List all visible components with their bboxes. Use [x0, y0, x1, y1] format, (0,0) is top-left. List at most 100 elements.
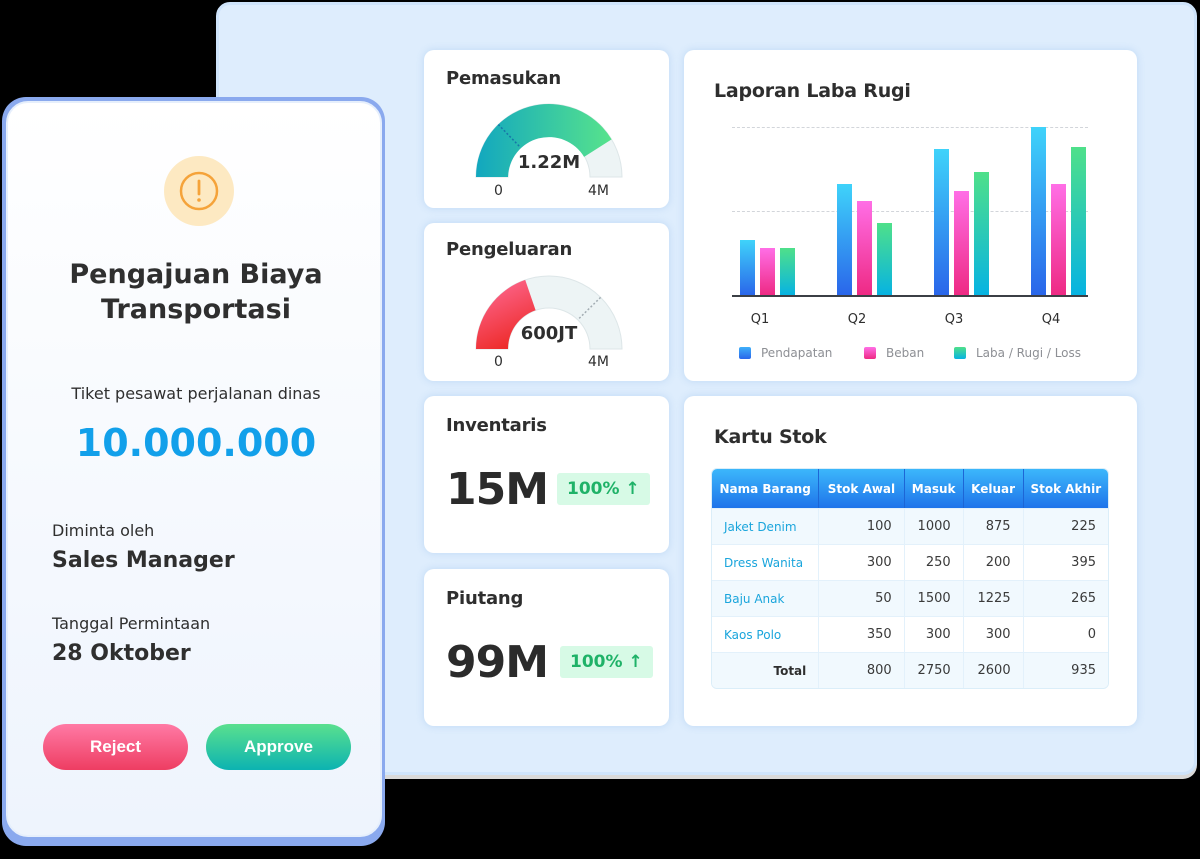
cell-masuk: 1000: [904, 508, 964, 544]
bar-laba-rugi-loss-q2[interactable]: [877, 222, 892, 295]
table-row: Jaket Denim 100 1000 875 225: [712, 508, 1108, 544]
table-row: Dress Wanita 300 250 200 395: [712, 544, 1108, 580]
cell-nama[interactable]: Kaos Polo: [712, 616, 820, 652]
cell-keluar: 300: [963, 616, 1024, 652]
inventaris-title: Inventaris: [446, 415, 547, 436]
alert-circle-icon: [179, 171, 219, 211]
col-stok-awal[interactable]: Stok Awal: [819, 469, 905, 508]
cell-stok-akhir: 395: [1023, 544, 1108, 580]
stok-table: Nama Barang Stok Awal Masuk Keluar Stok …: [712, 469, 1108, 688]
pengeluaran-title: Pengeluaran: [446, 239, 573, 260]
request-title-line2: Transportasi: [101, 294, 291, 325]
gridline-50: [732, 211, 1088, 212]
legend-swatch-laba: [954, 347, 966, 359]
bar-pendapatan-q2[interactable]: [837, 184, 852, 295]
cell-stok-akhir: 0: [1023, 616, 1108, 652]
cell-total-label: Total: [712, 652, 820, 688]
requested-by-label: Diminta oleh: [52, 521, 155, 540]
cell-masuk: 300: [904, 616, 964, 652]
legend-beban: Beban: [864, 346, 924, 360]
bar-pendapatan-q4[interactable]: [1031, 127, 1046, 295]
col-keluar[interactable]: Keluar: [963, 469, 1024, 508]
cell-nama[interactable]: Baju Anak: [712, 580, 820, 616]
cell-nama[interactable]: Jaket Denim: [712, 508, 820, 544]
reject-button[interactable]: Reject: [43, 724, 188, 770]
kartu-stok-card: Kartu Stok Nama Barang Stok Awal Masuk K…: [684, 396, 1137, 726]
pengeluaran-min: 0: [494, 354, 503, 370]
request-date-value: 28 Oktober: [52, 641, 191, 666]
x-tick-label: Q4: [1041, 312, 1061, 327]
requested-by-value: Sales Manager: [52, 548, 235, 573]
pemasukan-card: Pemasukan 1.22M 0 4M: [424, 50, 669, 208]
legend-swatch-beban: [864, 347, 876, 359]
kartu-stok-title: Kartu Stok: [714, 426, 827, 448]
x-tick-label: Q1: [750, 312, 770, 327]
table-total-row: Total 800 2750 2600 935: [712, 652, 1108, 688]
bar-pendapatan-q1[interactable]: [740, 239, 755, 295]
alert-icon-badge: [164, 156, 234, 226]
approval-request-card-body: Pengajuan Biaya Transportasi Tiket pesaw…: [6, 101, 382, 837]
cell-nama[interactable]: Dress Wanita: [712, 544, 820, 580]
cell-masuk: 250: [904, 544, 964, 580]
pengeluaran-max: 4M: [588, 354, 609, 370]
bar-pendapatan-q3[interactable]: [934, 148, 949, 295]
bar-laba-rugi-loss-q3[interactable]: [974, 172, 989, 295]
cell-keluar: 1225: [963, 580, 1024, 616]
request-amount: 10.000.000: [75, 421, 317, 465]
legend-label: Pendapatan: [761, 346, 833, 360]
piutang-card: Piutang 99M 100% ↑: [424, 569, 669, 726]
request-description: Tiket pesawat perjalanan dinas: [71, 384, 321, 403]
bar-laba-rugi-loss-q4[interactable]: [1071, 147, 1086, 295]
cell-stok-awal: 300: [819, 544, 905, 580]
laba-rugi-title: Laporan Laba Rugi: [714, 80, 911, 102]
piutang-change-badge: 100% ↑: [560, 646, 653, 678]
bar-beban-q2[interactable]: [857, 200, 872, 295]
table-header-row: Nama Barang Stok Awal Masuk Keluar Stok …: [712, 469, 1108, 508]
bar-beban-q3[interactable]: [954, 190, 969, 295]
pemasukan-gauge: [475, 103, 623, 178]
col-stok-akhir[interactable]: Stok Akhir: [1023, 469, 1108, 508]
cell-keluar: 200: [963, 544, 1024, 580]
cell-masuk: 1500: [904, 580, 964, 616]
bar-beban-q1[interactable]: [760, 247, 775, 295]
legend-label: Laba / Rugi / Loss: [976, 346, 1082, 360]
bar-beban-q4[interactable]: [1051, 184, 1066, 295]
cell-stok-awal: 100: [819, 508, 905, 544]
pengeluaran-card: Pengeluaran 600JT 0 4M: [424, 223, 669, 381]
pengeluaran-gauge: [475, 275, 623, 350]
gridline-100: [732, 127, 1088, 128]
pengeluaran-value: 600JT: [520, 323, 578, 344]
piutang-value: 99M: [446, 637, 549, 688]
pemasukan-min: 0: [494, 183, 503, 199]
table-row: Kaos Polo 350 300 300 0: [712, 616, 1108, 652]
pemasukan-max: 4M: [588, 183, 609, 199]
request-title-line1: Pengajuan Biaya: [69, 259, 323, 290]
cell-stok-akhir: 225: [1023, 508, 1108, 544]
cell-total-masuk: 2750: [904, 652, 964, 688]
cell-stok-awal: 350: [819, 616, 905, 652]
bar-laba-rugi-loss-q1[interactable]: [780, 247, 795, 295]
inventaris-change-badge: 100% ↑: [557, 473, 650, 505]
inventaris-value: 15M: [446, 464, 549, 515]
laba-rugi-card: Laporan Laba Rugi Q1 Q2 Q3 Q4 Pendapatan Be…: [684, 50, 1137, 381]
cell-total-keluar: 2600: [963, 652, 1024, 688]
inventaris-card: Inventaris 15M 100% ↑: [424, 396, 669, 553]
stok-table-wrapper: Nama Barang Stok Awal Masuk Keluar Stok …: [711, 468, 1109, 689]
request-date-label: Tanggal Permintaan: [52, 614, 211, 633]
bar-chart: Q1 Q2 Q3 Q4: [684, 50, 1137, 381]
approval-request-card: Pengajuan Biaya Transportasi Tiket pesaw…: [2, 97, 385, 846]
cell-total-stok-akhir: 935: [1023, 652, 1108, 688]
pemasukan-title: Pemasukan: [446, 68, 561, 89]
approve-button[interactable]: Approve: [206, 724, 351, 770]
col-masuk[interactable]: Masuk: [904, 469, 964, 508]
cell-total-stok-awal: 800: [819, 652, 905, 688]
legend-pendapatan: Pendapatan: [739, 346, 832, 360]
cell-keluar: 875: [963, 508, 1024, 544]
col-nama-barang[interactable]: Nama Barang: [712, 469, 820, 508]
legend-label: Beban: [886, 346, 925, 360]
x-axis: [732, 295, 1088, 297]
cell-stok-akhir: 265: [1023, 580, 1108, 616]
legend-swatch-pendapatan: [739, 347, 751, 359]
pemasukan-value: 1.22M: [517, 152, 581, 173]
piutang-title: Piutang: [446, 588, 524, 609]
